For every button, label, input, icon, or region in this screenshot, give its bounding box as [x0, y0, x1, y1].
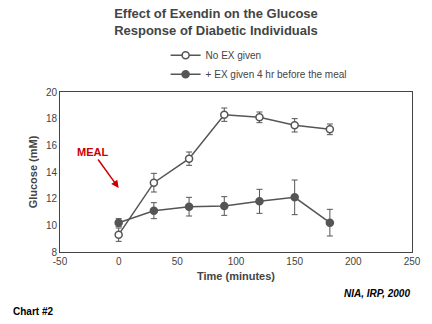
svg-text:200: 200 [345, 256, 362, 267]
svg-text:8: 8 [51, 247, 57, 258]
svg-text:10: 10 [46, 220, 58, 231]
svg-text:250: 250 [404, 256, 421, 267]
svg-text:14: 14 [46, 167, 58, 178]
svg-text:NIA, IRP, 2000: NIA, IRP, 2000 [344, 288, 410, 299]
svg-text:+ EX given 4 hr before the mea: + EX given 4 hr before the meal [206, 69, 347, 80]
svg-text:-50: -50 [53, 256, 68, 267]
svg-text:Chart #2: Chart #2 [13, 306, 53, 317]
svg-text:No EX given: No EX given [206, 50, 262, 61]
svg-text:Glucose (mM): Glucose (mM) [27, 135, 39, 208]
svg-text:Time (minutes): Time (minutes) [197, 270, 275, 282]
svg-text:0: 0 [116, 256, 122, 267]
svg-text:50: 50 [172, 256, 184, 267]
svg-text:18: 18 [46, 113, 58, 124]
svg-text:20: 20 [46, 87, 58, 98]
svg-text:100: 100 [228, 256, 245, 267]
svg-text:Effect of Exendin on the Gluco: Effect of Exendin on the GlucoseResponse… [114, 6, 318, 38]
svg-text:150: 150 [286, 256, 303, 267]
svg-text:12: 12 [46, 193, 58, 204]
svg-text:MEAL: MEAL [77, 146, 108, 158]
svg-text:16: 16 [46, 140, 58, 151]
